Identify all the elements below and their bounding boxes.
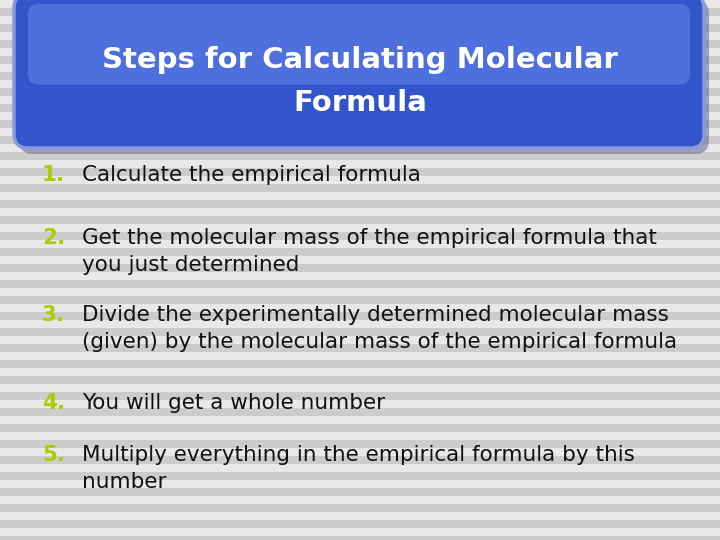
Text: Get the molecular mass of the empirical formula that
you just determined: Get the molecular mass of the empirical … — [82, 228, 657, 275]
Text: Formula: Formula — [293, 89, 427, 117]
Text: Multiply everything in the empirical formula by this
number: Multiply everything in the empirical for… — [82, 445, 635, 492]
Text: 2.: 2. — [42, 228, 66, 248]
Text: 5.: 5. — [42, 445, 65, 465]
Text: Calculate the empirical formula: Calculate the empirical formula — [82, 165, 421, 185]
FancyBboxPatch shape — [19, 0, 709, 154]
Text: Divide the experimentally determined molecular mass
(given) by the molecular mas: Divide the experimentally determined mol… — [82, 305, 677, 352]
FancyBboxPatch shape — [28, 4, 690, 84]
Text: 3.: 3. — [42, 305, 65, 325]
Text: Steps for Calculating Molecular: Steps for Calculating Molecular — [102, 46, 618, 74]
Text: 4.: 4. — [42, 393, 65, 413]
Text: You will get a whole number: You will get a whole number — [82, 393, 385, 413]
FancyBboxPatch shape — [14, 0, 704, 148]
Text: 1.: 1. — [42, 165, 66, 185]
